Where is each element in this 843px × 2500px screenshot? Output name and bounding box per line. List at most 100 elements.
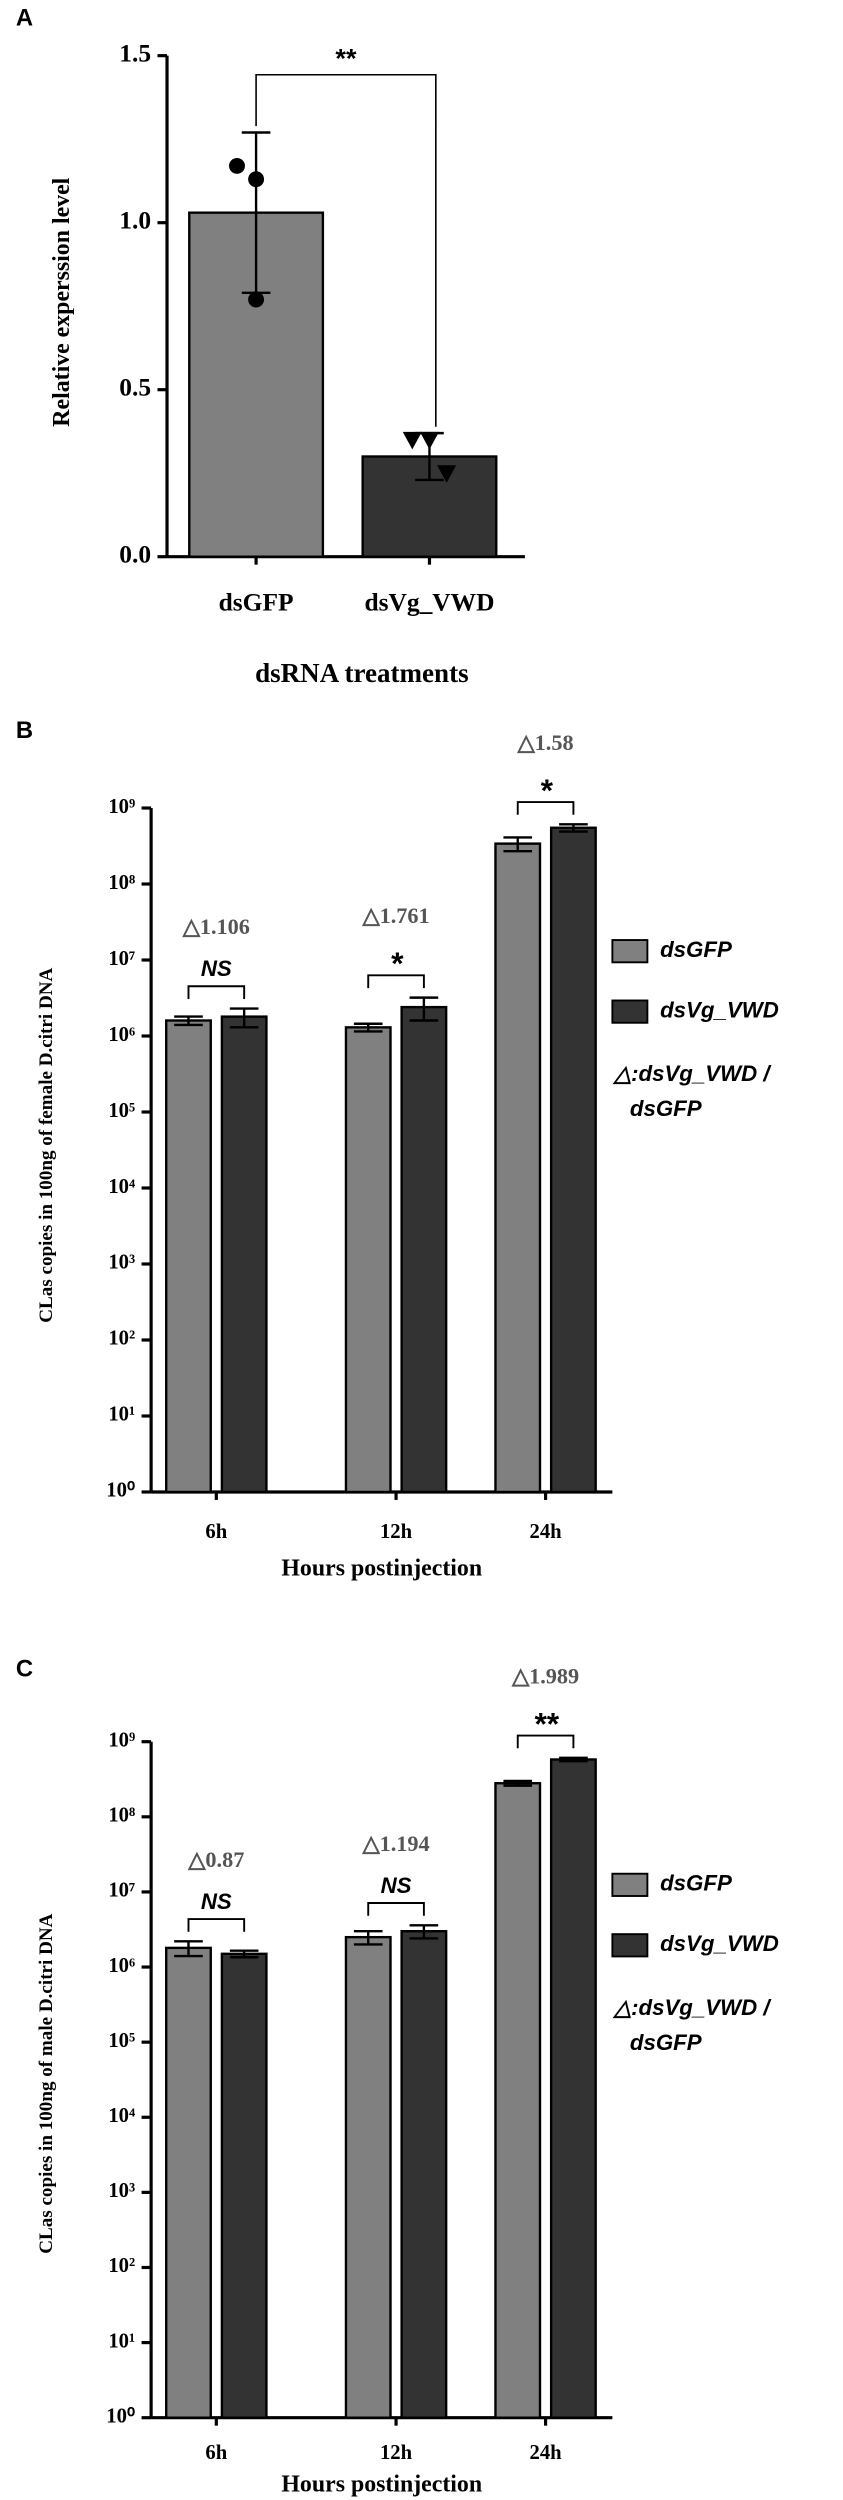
legend-note: △:dsVg_VWD / bbox=[612, 1995, 772, 2020]
x-tick-label: 6h bbox=[205, 1521, 227, 1543]
significance-bracket bbox=[255, 73, 437, 427]
ratio-label: △1.989 bbox=[511, 1663, 579, 1688]
error-bar bbox=[503, 836, 533, 853]
legend-note: △:dsVg_VWD / bbox=[612, 1061, 772, 1086]
significance-label: NS bbox=[381, 1873, 412, 1898]
legend-label: dsVg_VWD bbox=[660, 1931, 779, 1956]
significance-bracket bbox=[516, 1734, 575, 1749]
y-tick-label: 10² bbox=[108, 2255, 135, 2277]
legend-note: dsGFP bbox=[630, 1096, 702, 1121]
bar bbox=[494, 842, 542, 1494]
significance-bracket bbox=[187, 1918, 246, 1932]
significance-bracket bbox=[367, 974, 425, 989]
error-bar bbox=[229, 1949, 259, 1959]
bar bbox=[220, 1952, 268, 2419]
significance-label: ** bbox=[533, 1705, 559, 1741]
legend-swatch bbox=[611, 999, 649, 1024]
data-point bbox=[248, 291, 265, 308]
y-tick-label: 10⁷ bbox=[108, 948, 135, 970]
legend-swatch bbox=[611, 1872, 649, 1897]
y-axis-title: Relative experssion level bbox=[49, 177, 75, 426]
legend-swatch bbox=[611, 1933, 649, 1958]
significance-bracket bbox=[516, 801, 575, 815]
bar bbox=[165, 1019, 212, 1494]
y-tick-label: 10⁴ bbox=[108, 1176, 135, 1198]
y-tick-label: 10² bbox=[108, 1328, 135, 1350]
bar bbox=[344, 1935, 392, 2419]
ratio-label: △1.194 bbox=[361, 1831, 429, 1856]
y-axis-title: CLas copies in 100ng of male D.citri DNA bbox=[36, 1913, 57, 2253]
error-bar bbox=[229, 1007, 259, 1029]
y-tick-label: 10⁸ bbox=[108, 872, 135, 894]
y-tick-label: 10¹ bbox=[108, 2330, 135, 2352]
y-tick-label: 10⁵ bbox=[108, 2030, 135, 2052]
x-axis-title: dsRNA treatments bbox=[255, 658, 468, 688]
bar bbox=[549, 826, 597, 1494]
data-point bbox=[248, 171, 265, 188]
error-bar bbox=[559, 1756, 588, 1763]
y-tick-label: 10⁹ bbox=[108, 1729, 135, 1751]
x-axis-title: Hours postinjection bbox=[281, 2472, 482, 2498]
panel-label: C bbox=[16, 1655, 33, 1682]
significance-label: * bbox=[539, 772, 553, 808]
y-tick-label: 10⁰ bbox=[106, 2405, 136, 2427]
y-tick-label: 10¹ bbox=[108, 1404, 135, 1426]
x-axis-title: Hours postinjection bbox=[281, 1555, 482, 1581]
data-point bbox=[437, 465, 457, 483]
y-tick-label: 10⁴ bbox=[108, 2105, 135, 2127]
bar bbox=[400, 1005, 448, 1494]
bar bbox=[549, 1758, 597, 2419]
y-tick-label: 0.0 bbox=[119, 540, 151, 569]
x-tick-label: 24h bbox=[529, 1521, 562, 1543]
legend-label: dsGFP bbox=[660, 937, 732, 962]
bar bbox=[165, 1946, 212, 2419]
y-tick-label: 1.0 bbox=[119, 206, 151, 235]
bar bbox=[220, 1015, 268, 1494]
x-tick-label: 6h bbox=[205, 2442, 227, 2464]
bar bbox=[494, 1782, 542, 2419]
y-tick-label: 10⁶ bbox=[108, 1955, 135, 1977]
significance-bracket bbox=[367, 1902, 425, 1916]
x-tick-label: dsVg_VWD bbox=[364, 587, 494, 616]
legend-note: dsGFP bbox=[630, 2030, 702, 2055]
error-bar bbox=[409, 1924, 439, 1940]
y-tick-label: 10⁸ bbox=[108, 1805, 135, 1827]
y-tick-label: 0.5 bbox=[119, 373, 151, 402]
legend-swatch bbox=[611, 939, 649, 964]
ratio-label: △0.87 bbox=[187, 1847, 244, 1872]
error-bar bbox=[174, 1015, 203, 1027]
legend-label: dsGFP bbox=[660, 1871, 732, 1896]
y-tick-label: 10³ bbox=[108, 1252, 135, 1274]
y-tick-label: 10⁹ bbox=[108, 796, 135, 818]
error-bar bbox=[174, 1940, 203, 1958]
y-tick-label: 1.5 bbox=[119, 39, 151, 68]
significance-label: NS bbox=[201, 1889, 232, 1914]
error-bar bbox=[503, 1779, 533, 1787]
bar bbox=[344, 1026, 392, 1494]
y-axis-title: CLas copies in 100ng of female D.citri D… bbox=[36, 968, 57, 1323]
y-tick-label: 10³ bbox=[108, 2180, 135, 2202]
significance-label: NS bbox=[201, 956, 232, 981]
ratio-label: △1.761 bbox=[361, 903, 429, 928]
legend-label: dsVg_VWD bbox=[660, 997, 779, 1022]
x-tick-label: 12h bbox=[380, 1521, 413, 1543]
x-tick-label: 12h bbox=[380, 2442, 413, 2464]
significance-bracket bbox=[187, 985, 246, 999]
x-tick-label: 24h bbox=[529, 2442, 562, 2464]
error-bar bbox=[559, 823, 588, 833]
ratio-label: △1.58 bbox=[517, 730, 574, 755]
significance-label: ** bbox=[335, 44, 357, 74]
error-bar bbox=[353, 1022, 383, 1033]
data-point bbox=[419, 431, 440, 450]
panel-label: B bbox=[16, 717, 33, 744]
y-tick-label: 10⁷ bbox=[108, 1880, 135, 1902]
data-point bbox=[229, 157, 245, 174]
error-bar bbox=[353, 1930, 383, 1946]
bar bbox=[400, 1930, 448, 2419]
y-tick-label: 10⁰ bbox=[106, 1480, 136, 1502]
ratio-label: △1.106 bbox=[182, 914, 250, 939]
significance-label: * bbox=[390, 945, 404, 981]
error-bar bbox=[409, 996, 439, 1022]
data-point bbox=[402, 431, 422, 450]
